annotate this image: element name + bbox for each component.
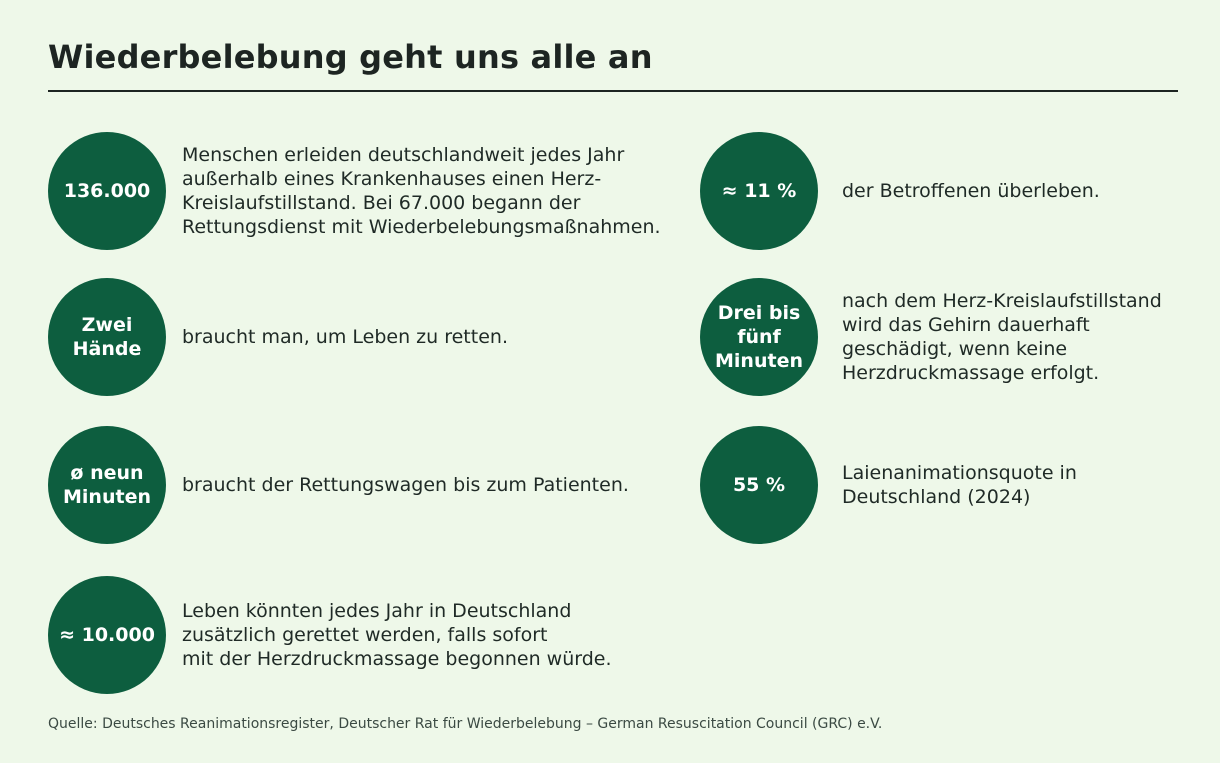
stat-row-cardiac-arrests: 136.000 Menschen erleiden deutschlandwei… [48,132,661,250]
source-note: Quelle: Deutsches Reanimationsregister, … [48,716,883,732]
stat-row-lives-saved: ≈ 10.000 Leben könnten jedes Jahr in Deu… [48,576,612,694]
page-title: Wiederbelebung geht uns alle an [48,38,653,76]
stat-value-circle: 55 % [700,426,818,544]
stat-description: nach dem Herz-Kreislaufstillstand wird d… [842,290,1162,384]
stat-description: Menschen erleiden deutschlandweit jedes … [182,144,661,238]
stat-value-circle: ≈ 10.000 [48,576,166,694]
stat-value-circle: 136.000 [48,132,166,250]
stat-description: braucht der Rettungswagen bis zum Patien… [182,474,629,496]
stat-description: der Betroffenen überleben. [842,180,1100,202]
stat-row-survival-rate: ≈ 11 % der Betroffenen überleben. [700,132,1100,250]
stat-row-ambulance-time: ø neun Minuten braucht der Rettungswagen… [48,426,629,544]
stat-row-two-hands: Zwei Hände braucht man, um Leben zu rett… [48,278,508,396]
stat-value-circle: ø neun Minuten [48,426,166,544]
stat-row-brain-damage: Drei bis fünf Minuten nach dem Herz-Krei… [700,278,1162,396]
stat-value-circle: Drei bis fünf Minuten [700,278,818,396]
stat-description: braucht man, um Leben zu retten. [182,326,508,348]
stat-row-bystander-rate: 55 % Laienanimationsquote in Deutschland… [700,426,1077,544]
stat-description: Laienanimationsquote in Deutschland (202… [842,462,1077,508]
stat-value-circle: ≈ 11 % [700,132,818,250]
stat-description: Leben könnten jedes Jahr in Deutschland … [182,600,612,670]
stat-value-circle: Zwei Hände [48,278,166,396]
title-divider [48,90,1178,92]
